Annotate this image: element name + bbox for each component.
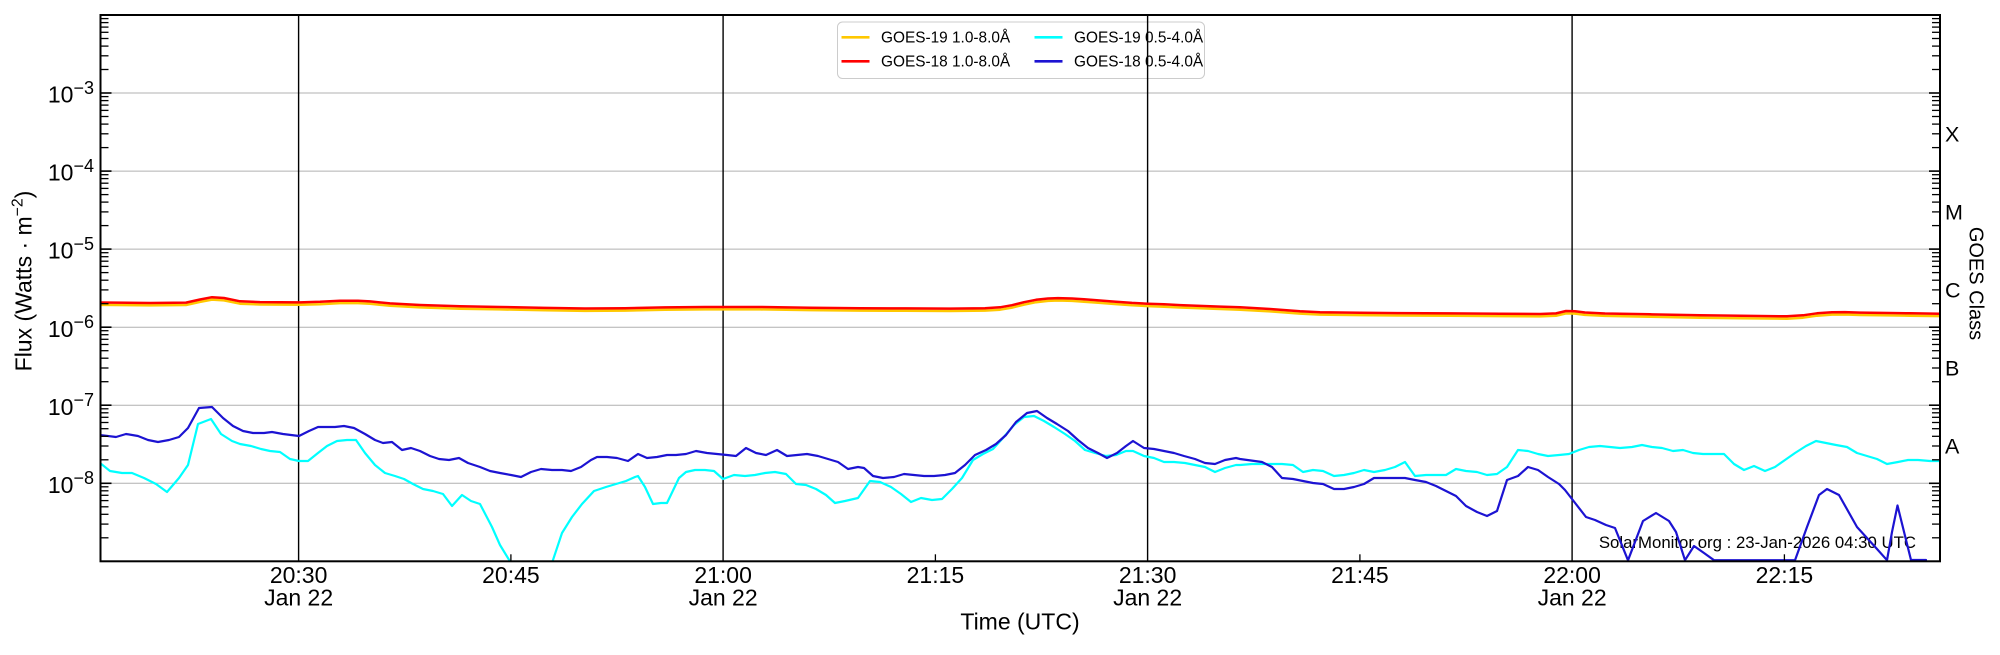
svg-text:GOES Class: GOES Class (1965, 227, 1987, 340)
svg-text:B: B (1945, 357, 1959, 381)
svg-text:GOES-19 0.5-4.0Å: GOES-19 0.5-4.0Å (1074, 30, 1204, 47)
svg-text:Jan 22: Jan 22 (1113, 584, 1182, 610)
svg-text:10−8: 10−8 (48, 468, 94, 498)
svg-text:X: X (1945, 122, 1959, 146)
svg-text:SolarMonitor.org : 23-Jan-2026: SolarMonitor.org : 23-Jan-2026 04:30 UTC (1599, 533, 1916, 552)
svg-text:M: M (1945, 200, 1963, 224)
svg-text:Jan 22: Jan 22 (264, 584, 333, 610)
svg-text:GOES-18 0.5-4.0Å: GOES-18 0.5-4.0Å (1074, 54, 1204, 71)
svg-text:20:30: 20:30 (270, 562, 328, 588)
svg-text:A: A (1945, 435, 1960, 459)
svg-text:21:30: 21:30 (1119, 562, 1177, 588)
svg-text:22:00: 22:00 (1543, 562, 1601, 588)
svg-text:20:45: 20:45 (482, 562, 540, 588)
svg-text:10−3: 10−3 (48, 78, 94, 108)
svg-text:21:45: 21:45 (1331, 562, 1389, 588)
svg-text:21:15: 21:15 (907, 562, 965, 588)
svg-text:GOES-19 1.0-8.0Å: GOES-19 1.0-8.0Å (881, 30, 1011, 47)
svg-text:Jan 22: Jan 22 (1538, 584, 1607, 610)
svg-text:Flux (Watts · m−2): Flux (Watts · m−2) (10, 191, 37, 372)
svg-text:22:15: 22:15 (1756, 562, 1814, 588)
svg-text:21:00: 21:00 (694, 562, 752, 588)
svg-text:Jan 22: Jan 22 (689, 584, 758, 610)
svg-text:C: C (1945, 278, 1961, 302)
svg-text:GOES-18 1.0-8.0Å: GOES-18 1.0-8.0Å (881, 54, 1011, 71)
svg-text:Time (UTC): Time (UTC) (960, 609, 1079, 635)
